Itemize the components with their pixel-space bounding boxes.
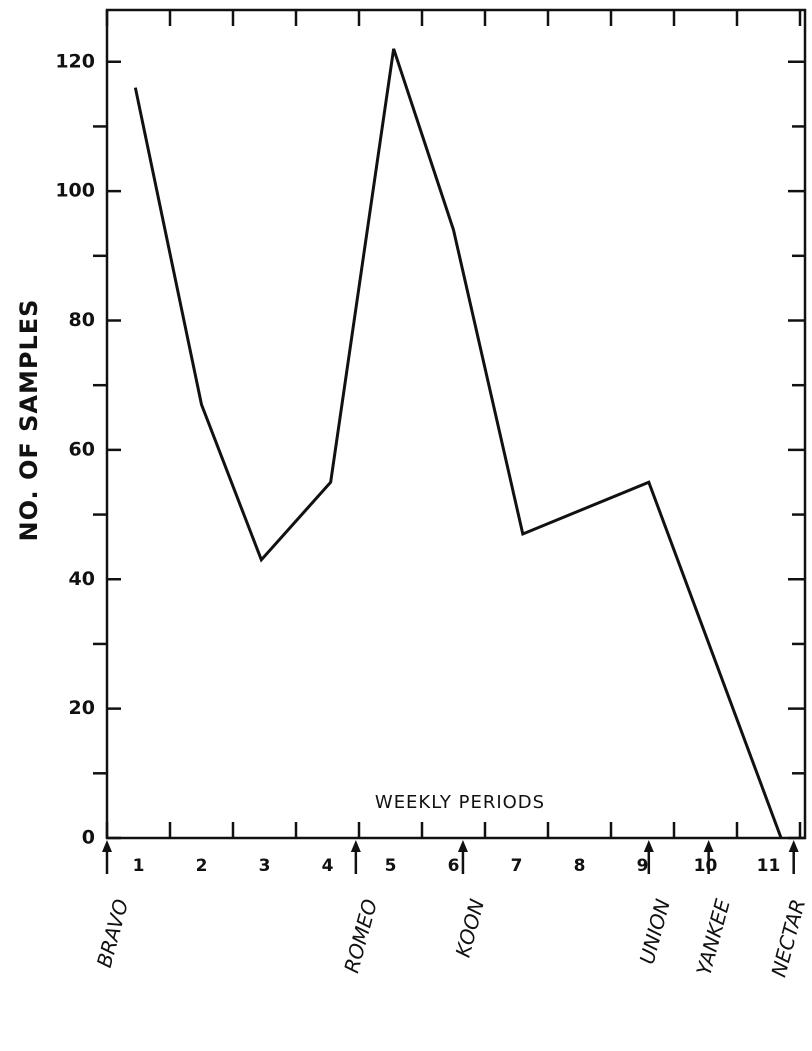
x-tick-label: 9: [637, 856, 649, 876]
x-tick-label: 7: [511, 856, 523, 876]
plot-frame: [105, 8, 807, 840]
y-tick-label: 60: [69, 438, 95, 460]
event-label: YANKEE: [691, 896, 734, 978]
y-tick-label: 40: [69, 568, 95, 590]
x-tick-label: 2: [196, 856, 208, 876]
event-label: NECTAR: [766, 897, 810, 980]
y-axis-label: NO. OF SAMPLES: [15, 299, 43, 542]
x-tick-label: 6: [448, 856, 460, 876]
y-tick-label: 80: [69, 309, 95, 331]
event-label: ROMEO: [339, 897, 382, 976]
event-label: KOON: [451, 896, 489, 959]
x-tick-label: 5: [385, 856, 397, 876]
event-arrowhead: [703, 840, 714, 852]
x-tick-label: 1: [133, 856, 145, 876]
event-arrowhead: [457, 840, 468, 852]
x-tick-label: 8: [574, 856, 586, 876]
y-tick-label: 120: [55, 50, 95, 72]
event-label: BRAVO: [92, 897, 133, 971]
x-tick-label: 10: [694, 856, 718, 876]
y-tick-label: 100: [55, 180, 95, 202]
event-arrowhead: [102, 840, 112, 852]
x-tick-label: 3: [259, 856, 271, 876]
event-arrowhead: [788, 840, 799, 852]
y-tick-label: 0: [82, 827, 95, 849]
y-tick-label: 20: [69, 697, 95, 719]
event-arrowhead: [350, 840, 361, 852]
x-tick-label: 11: [757, 856, 781, 876]
x-axis-label: WEEKLY PERIODS: [375, 792, 545, 813]
x-tick-label: 4: [322, 856, 334, 876]
event-label: UNION: [635, 896, 675, 966]
event-arrowhead: [643, 840, 654, 852]
data-line: [133, 48, 783, 839]
